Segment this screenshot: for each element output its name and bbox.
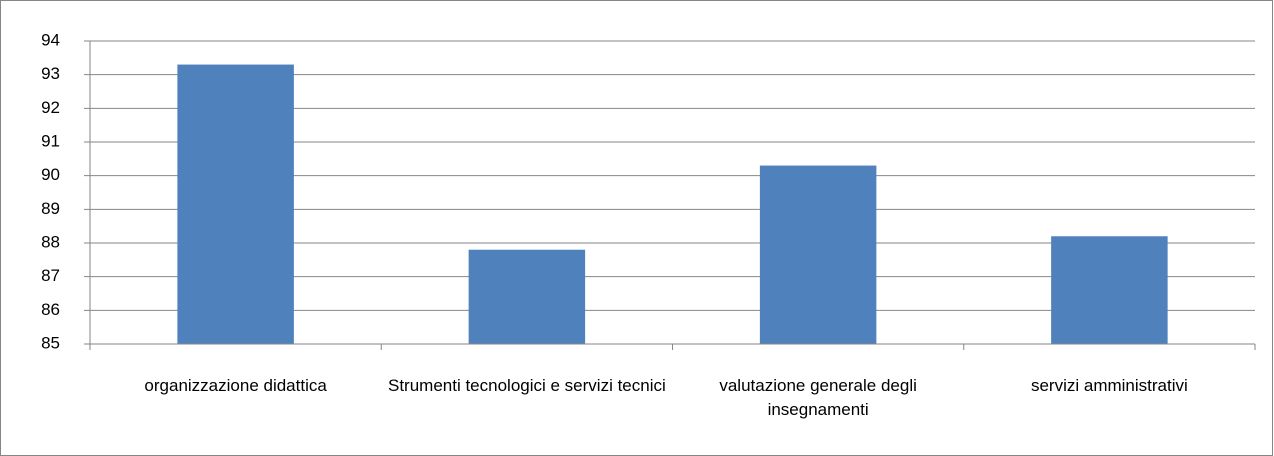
y-tick-label: 91	[41, 131, 60, 150]
y-tick-label: 88	[41, 232, 60, 251]
y-tick-label: 89	[41, 199, 60, 218]
bar	[1051, 236, 1168, 344]
y-tick-label: 87	[41, 266, 60, 285]
x-tick-label: servizi amministrativi	[1030, 376, 1188, 395]
y-tick-label: 94	[41, 30, 60, 49]
y-tick-label: 93	[41, 64, 60, 83]
y-tick-label: 85	[41, 333, 60, 352]
bar	[177, 64, 294, 345]
y-tick-label: 92	[41, 98, 60, 117]
bar	[759, 165, 877, 344]
y-tick-label: 86	[41, 300, 60, 319]
y-tick-label: 90	[41, 165, 60, 184]
x-tick-label: valutazione generale degli insegnamenti	[719, 376, 917, 419]
x-tick-label: Strumenti tecnologici e servizi tecnici	[387, 376, 666, 395]
bar	[468, 249, 586, 344]
x-tick-label: organizzazione didattica	[144, 376, 327, 395]
